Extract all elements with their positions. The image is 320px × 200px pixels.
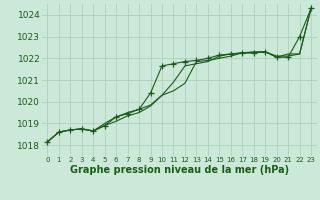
X-axis label: Graphe pression niveau de la mer (hPa): Graphe pression niveau de la mer (hPa) xyxy=(70,165,289,175)
